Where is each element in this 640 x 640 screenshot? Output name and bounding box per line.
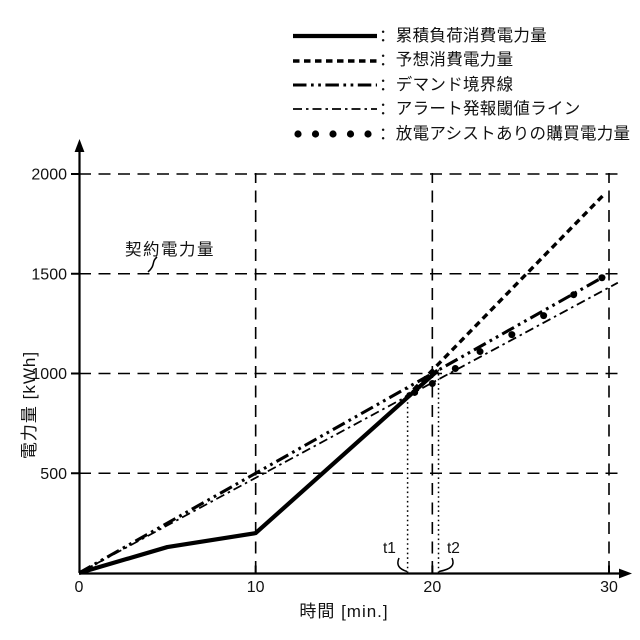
y-tick-label: 2000 xyxy=(31,167,67,184)
legend-item-label: ：放電アシストありの購買電力量 xyxy=(379,124,631,143)
legend-item-alert-threshold: ：アラート発報閾値ライン xyxy=(291,97,630,121)
y-axis-title: 電力量 [kWh] xyxy=(20,350,39,460)
legend-line-sample-dashed xyxy=(293,58,377,63)
legend-item-predicted-consumption: ：予想消費電力量 xyxy=(291,48,630,72)
legend-line-sample-dots xyxy=(294,130,372,138)
legend-item-label: ：累積負荷消費電力量 xyxy=(379,26,547,45)
y-tick-label: 1500 xyxy=(31,266,67,283)
x-tick-label: 0 xyxy=(75,579,84,596)
t2-label: t2 xyxy=(447,540,460,557)
gridlines xyxy=(79,173,621,573)
x-tick-label: 10 xyxy=(247,579,265,596)
contract-power-label: 契約電力量 xyxy=(125,241,215,259)
legend-item-cumulative-load: ：累積負荷消費電力量 xyxy=(291,24,630,48)
x-axis-title: 時間 [min.] xyxy=(299,602,389,621)
x-axis-arrow xyxy=(619,568,632,579)
y-tick-label: 1000 xyxy=(31,366,67,383)
t1-leader xyxy=(397,557,408,573)
series-alert-threshold xyxy=(78,281,619,574)
series-demand-boundary xyxy=(78,272,610,575)
y-tick-label: 500 xyxy=(40,466,67,483)
legend-item-label: ：デマンド境界線 xyxy=(379,75,514,94)
legend-line-sample-dash-dot-dot xyxy=(293,83,377,87)
legend-item-label: ：予想消費電力量 xyxy=(379,51,514,70)
axes xyxy=(74,139,632,579)
contract-leader xyxy=(147,256,158,273)
legend-item-assisted-purchase: ：放電アシストありの購買電力量 xyxy=(291,122,630,146)
series-predicted-consumption xyxy=(404,191,607,399)
legend-item-demand-boundary: ：デマンド境界線 xyxy=(291,73,630,97)
legend-line-sample-solid xyxy=(293,34,377,39)
x-tick-label: 20 xyxy=(423,579,441,596)
t1-label: t1 xyxy=(383,540,396,557)
tick-marks-and-labels: 500 1000 1500 2000 0 10 20 30 xyxy=(31,167,618,597)
legend-line-sample-dash-dot xyxy=(293,108,377,111)
legend: ：累積負荷消費電力量 ：予想消費電力量 ：デマンド境界線 ：アラート発報閾値ライ… xyxy=(291,24,630,146)
y-axis-arrow xyxy=(74,139,85,152)
t2-leader xyxy=(438,557,454,573)
x-tick-label: 30 xyxy=(600,579,618,596)
legend-item-label: ：アラート発報閾値ライン xyxy=(379,100,581,119)
series-assisted-purchase xyxy=(411,274,606,396)
series-cumulative-load xyxy=(78,368,440,576)
annotation-leaders xyxy=(147,256,454,573)
